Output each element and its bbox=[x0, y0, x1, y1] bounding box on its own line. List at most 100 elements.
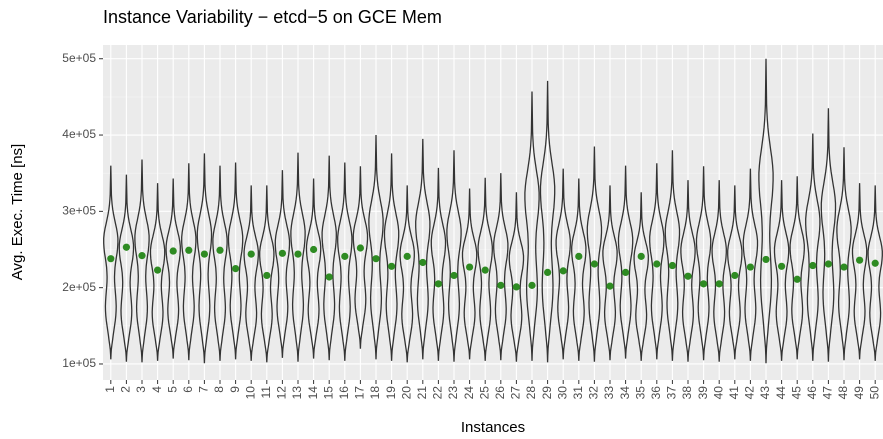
violin bbox=[602, 185, 618, 361]
violin bbox=[805, 133, 821, 361]
violin bbox=[181, 163, 197, 361]
y-tick-label: 4e+05 bbox=[62, 127, 96, 141]
mean-point bbox=[450, 271, 458, 280]
violin bbox=[321, 155, 337, 361]
mean-point bbox=[169, 247, 177, 255]
x-tick-label: 3 bbox=[134, 386, 148, 393]
mean-point bbox=[122, 243, 130, 251]
violin bbox=[274, 170, 291, 358]
violin bbox=[633, 192, 649, 361]
mean-point bbox=[544, 268, 552, 277]
x-tick-label: 41 bbox=[727, 386, 741, 400]
mean-point bbox=[606, 282, 614, 290]
mean-point bbox=[637, 252, 645, 260]
violin bbox=[415, 138, 431, 360]
mean-point bbox=[356, 244, 364, 252]
mean-point bbox=[200, 250, 208, 258]
x-tick-label: 29 bbox=[540, 386, 554, 400]
x-tick-label: 12 bbox=[275, 386, 289, 400]
x-tick-label: 40 bbox=[711, 386, 725, 400]
violin bbox=[789, 176, 805, 360]
mean-point bbox=[700, 280, 708, 288]
violin bbox=[524, 91, 540, 361]
y-tick-label: 5e+05 bbox=[62, 51, 96, 65]
x-tick-label: 31 bbox=[571, 386, 585, 400]
mean-point bbox=[622, 268, 630, 277]
y-tick-label: 1e+05 bbox=[62, 356, 96, 370]
mean-point bbox=[793, 275, 801, 283]
violin bbox=[212, 165, 228, 361]
x-tick-label: 14 bbox=[306, 386, 320, 400]
mean-point bbox=[232, 264, 240, 273]
violin bbox=[508, 192, 525, 362]
x-tick-label: 47 bbox=[821, 386, 835, 400]
violin bbox=[399, 185, 415, 363]
y-axis-label: Avg. Exec. Time [ns] bbox=[9, 144, 26, 280]
mean-point bbox=[856, 256, 864, 264]
violin bbox=[727, 185, 743, 360]
violin bbox=[337, 162, 353, 361]
x-tick-label: 30 bbox=[555, 386, 569, 400]
violin bbox=[103, 165, 119, 360]
x-tick-label: 42 bbox=[743, 386, 757, 400]
x-tick-label: 36 bbox=[649, 386, 663, 400]
violin bbox=[571, 178, 587, 361]
x-tick-label: 25 bbox=[477, 386, 491, 400]
mean-point bbox=[684, 272, 692, 280]
mean-point bbox=[871, 259, 879, 267]
violin bbox=[649, 163, 665, 360]
mean-point bbox=[559, 267, 567, 275]
mean-point bbox=[263, 271, 271, 280]
x-tick-label: 20 bbox=[399, 386, 413, 400]
x-tick-label: 21 bbox=[415, 386, 429, 400]
mean-point bbox=[481, 266, 489, 274]
violin bbox=[461, 188, 478, 360]
mean-point bbox=[294, 250, 302, 258]
x-tick-label: 18 bbox=[368, 386, 382, 400]
violin bbox=[227, 162, 244, 360]
violin bbox=[742, 168, 759, 361]
mean-point bbox=[590, 260, 599, 268]
violin bbox=[555, 168, 571, 360]
x-tick-label: 43 bbox=[758, 386, 772, 400]
violin bbox=[664, 150, 681, 361]
x-tick-label: 28 bbox=[524, 386, 538, 400]
violin bbox=[820, 108, 837, 362]
x-tick-label: 35 bbox=[633, 386, 647, 400]
x-tick-label: 19 bbox=[384, 386, 398, 400]
y-tick-label: 3e+05 bbox=[62, 204, 96, 218]
violin bbox=[383, 153, 400, 361]
violin bbox=[134, 159, 150, 363]
violin bbox=[165, 178, 181, 359]
x-tick-label: 46 bbox=[805, 386, 819, 400]
mean-point bbox=[154, 266, 162, 274]
violin bbox=[680, 180, 696, 362]
mean-point bbox=[668, 261, 677, 270]
violin bbox=[430, 167, 447, 361]
mean-point bbox=[497, 281, 505, 289]
violin bbox=[851, 183, 868, 360]
mean-point bbox=[403, 252, 411, 260]
x-tick-label: 27 bbox=[509, 386, 523, 400]
violin bbox=[368, 134, 384, 360]
x-tick-label: 24 bbox=[462, 386, 476, 400]
x-tick-label: 11 bbox=[259, 386, 273, 399]
x-tick-label: 22 bbox=[431, 386, 445, 400]
mean-point bbox=[715, 280, 723, 288]
x-tick-label: 26 bbox=[493, 386, 507, 400]
x-tick-label: 9 bbox=[228, 386, 242, 393]
violin bbox=[586, 146, 603, 362]
x-tick-label: 1 bbox=[103, 386, 117, 393]
x-tick-label: 16 bbox=[337, 386, 351, 400]
mean-point bbox=[840, 263, 848, 271]
x-tick-label: 44 bbox=[774, 386, 788, 400]
mean-point bbox=[341, 252, 349, 260]
violin bbox=[118, 174, 135, 362]
x-tick-label: 38 bbox=[680, 386, 694, 400]
x-tick-label: 6 bbox=[181, 386, 195, 393]
violin bbox=[867, 185, 883, 361]
violin bbox=[758, 58, 774, 364]
x-tick-label: 37 bbox=[665, 386, 679, 400]
chart-title: Instance Variability − etcd−5 on GCE Mem bbox=[103, 7, 442, 27]
